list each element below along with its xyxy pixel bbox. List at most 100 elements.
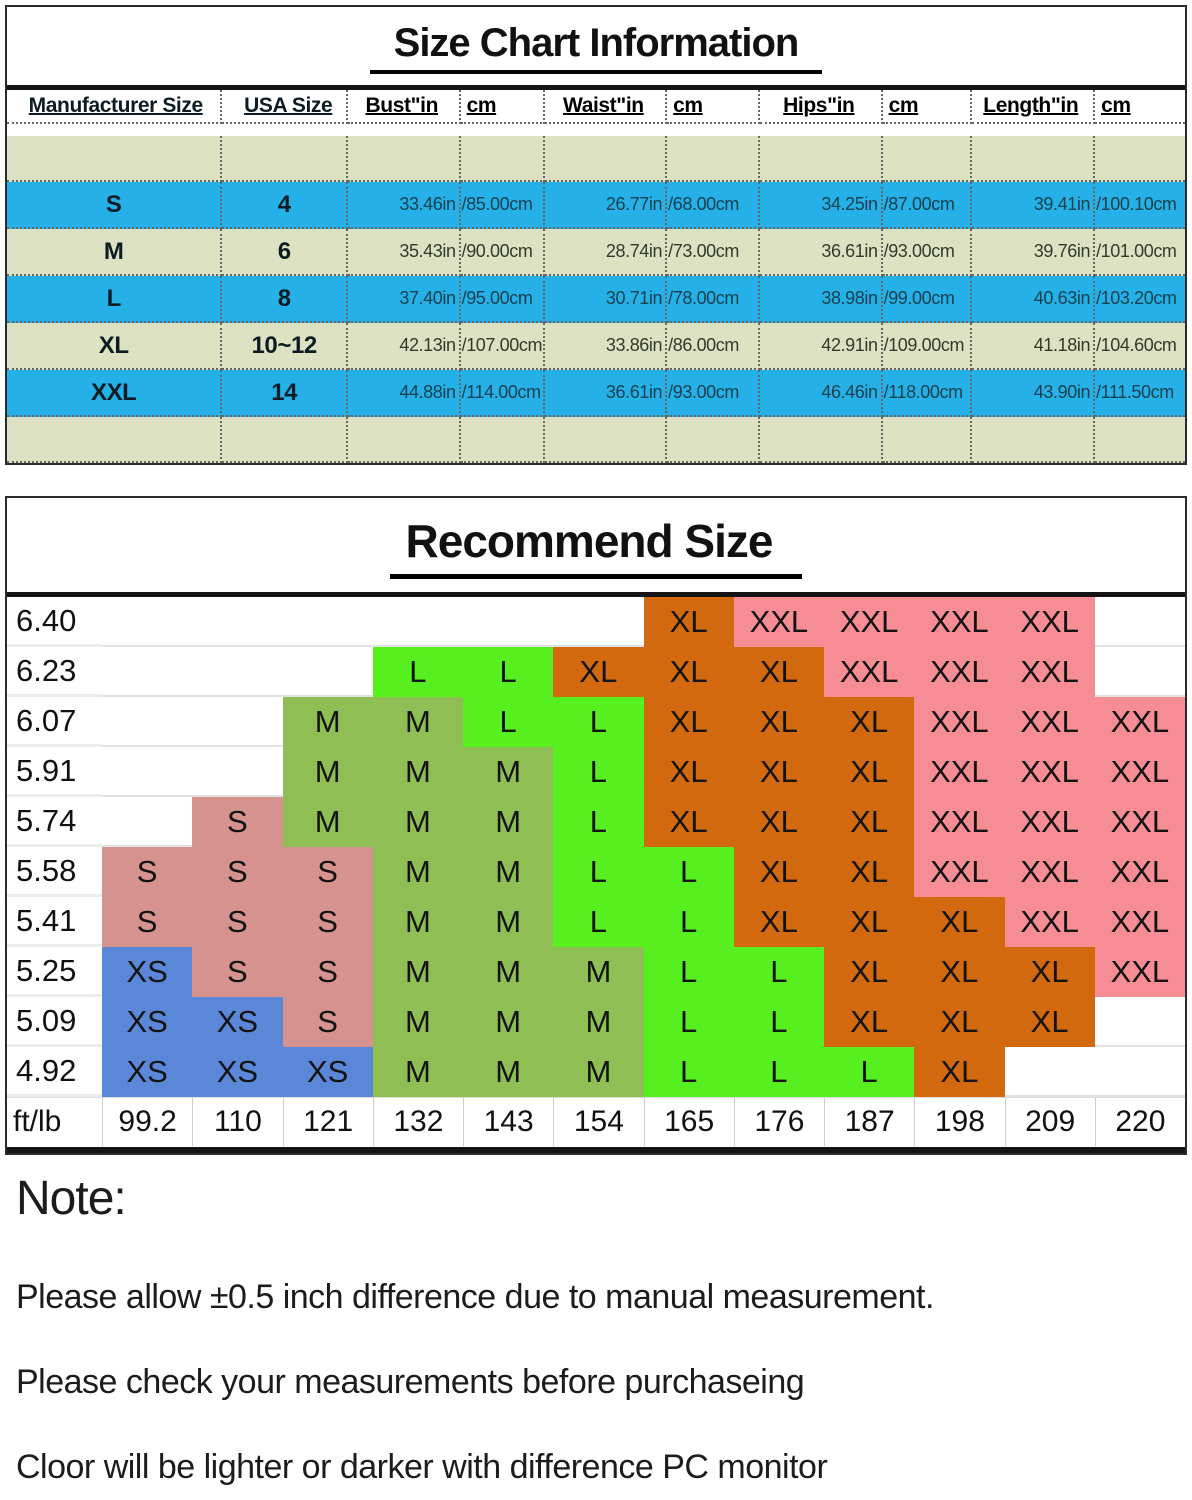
height-label: 4.92	[7, 1047, 102, 1097]
size-cell-m: M	[553, 997, 644, 1047]
weight-label: 187	[824, 1097, 915, 1146]
table-cell: 46.46in	[760, 370, 883, 417]
empty-cell	[347, 417, 461, 463]
size-cell-m: M	[463, 997, 554, 1047]
size-cell-xxl: XXL	[914, 747, 1005, 797]
size-cell-xl: XL	[733, 797, 824, 847]
table-cell: /104.60cm	[1095, 323, 1185, 370]
table-cell: /73.00cm	[667, 229, 761, 276]
size-cell-s: S	[102, 847, 193, 897]
size-cell-l: L	[643, 847, 734, 897]
size-cell-xxl: XXL	[1004, 597, 1095, 647]
table-cell: 6	[222, 229, 348, 276]
size-cell-xl: XL	[643, 697, 734, 747]
table-cell: /93.00cm	[667, 370, 761, 417]
size-cell-xxl: XXL	[1094, 897, 1185, 947]
size-cell-xl: XL	[1004, 997, 1095, 1047]
size-cell-xs: XS	[102, 947, 193, 997]
size-row-M: M 6 35.43in/90.00cm 28.74in/73.00cm 36.61in /…	[7, 229, 1185, 276]
size-cell-l: L	[643, 997, 734, 1047]
size-cell-m: M	[553, 947, 644, 997]
table-cell: 34.25in	[760, 182, 883, 229]
height-label: 5.25	[7, 947, 102, 997]
empty-cell	[971, 136, 1096, 182]
size-chart-title-wrap: Size Chart Information	[7, 7, 1185, 85]
table-cell: 4	[222, 182, 348, 229]
empty-cell	[222, 417, 348, 463]
size-row-XL: XL 10~12 42.13in/107.00cm 33.86in/86.00cm 42…	[7, 323, 1185, 370]
size-cell-l: L	[643, 947, 734, 997]
recommend-size-title: Recommend Size	[389, 514, 803, 579]
height-label: 5.74	[7, 797, 102, 847]
size-cell-xs: XS	[192, 1047, 283, 1097]
size-cell-s: S	[192, 847, 283, 897]
height-label: 5.58	[7, 847, 102, 897]
weight-label: 198	[914, 1097, 1005, 1146]
size-cell-empty	[192, 647, 283, 697]
size-cell-xl: XL	[824, 697, 915, 747]
table-cell: 33.86in	[544, 323, 668, 370]
size-cell-xxl: XXL	[824, 597, 915, 647]
table-cell: S	[7, 182, 223, 229]
size-cell-l: L	[553, 797, 644, 847]
table-cell: L	[7, 276, 223, 323]
size-cell-xxl: XXL	[1094, 847, 1185, 897]
table-cell: /68.00cm	[667, 182, 761, 229]
size-cell-xl: XL	[643, 597, 734, 647]
size-cell-xl: XL	[1004, 947, 1095, 997]
size-cell-l: L	[553, 697, 644, 747]
size-chart-section: Size Chart Information Manufacturer Size…	[5, 5, 1187, 465]
size-cell-xl: XL	[914, 997, 1005, 1047]
table-cell: 41.18in	[971, 323, 1096, 370]
empty-cell	[460, 417, 545, 463]
size-cell-xxl: XXL	[1004, 897, 1095, 947]
weight-label: 165	[643, 1097, 734, 1146]
column-header: USA Size	[222, 90, 348, 124]
size-cell-xs: XS	[192, 997, 283, 1047]
table-cell: 37.40in	[347, 276, 461, 323]
table-cell: /87.00cm	[882, 182, 972, 229]
size-cell-xs: XS	[102, 997, 193, 1047]
size-cell-xl: XL	[824, 947, 915, 997]
table-cell: /114.00cm	[460, 370, 545, 417]
size-cell-xxl: XXL	[914, 597, 1005, 647]
note-line: Please allow ±0.5 inch difference due to…	[16, 1278, 934, 1316]
size-cell-xxl: XXL	[1094, 697, 1185, 747]
size-cell-m: M	[372, 997, 463, 1047]
size-cell-s: S	[192, 797, 283, 847]
size-cell-empty	[102, 797, 193, 847]
empty-cell	[544, 136, 668, 182]
weight-label: 154	[553, 1097, 644, 1146]
size-cell-s: S	[282, 847, 373, 897]
table-cell: 8	[222, 276, 348, 323]
size-cell-xxl: XXL	[1094, 747, 1185, 797]
size-cell-empty	[282, 597, 373, 647]
height-label: 6.40	[7, 597, 102, 647]
size-cell-s: S	[282, 997, 373, 1047]
size-cell-xl: XL	[733, 897, 824, 947]
size-cell-xl: XL	[824, 847, 915, 897]
table-cell: /95.00cm	[460, 276, 545, 323]
column-header: Manufacturer Size	[7, 90, 223, 124]
empty-cell	[882, 136, 972, 182]
size-cell-s: S	[282, 947, 373, 997]
column-header: Hips"in	[760, 90, 883, 124]
size-cell-s: S	[192, 947, 283, 997]
size-cell-empty	[282, 647, 373, 697]
size-cell-l: L	[733, 1047, 824, 1097]
size-cell-xl: XL	[914, 947, 1005, 997]
note-line: Cloor will be lighter or darker with dif…	[16, 1448, 828, 1486]
size-cell-xl: XL	[643, 797, 734, 847]
size-cell-l: L	[824, 1047, 915, 1097]
column-header: cm	[667, 90, 761, 124]
table-cell: 14	[222, 370, 348, 417]
recommend-size-grid: 6.40 XL XXL XXL XXL XXL 6.23 L L XL XL XL XXL XXL XXL 6…	[7, 592, 1185, 1153]
size-cell-xl: XL	[553, 647, 644, 697]
size-cell-s: S	[282, 897, 373, 947]
table-cell: /101.00cm	[1095, 229, 1185, 276]
size-cell-xl: XL	[824, 897, 915, 947]
size-cell-xl: XL	[733, 747, 824, 797]
weight-label: 176	[733, 1097, 824, 1146]
spacer-row	[7, 124, 1185, 136]
empty-cell	[1095, 136, 1185, 182]
